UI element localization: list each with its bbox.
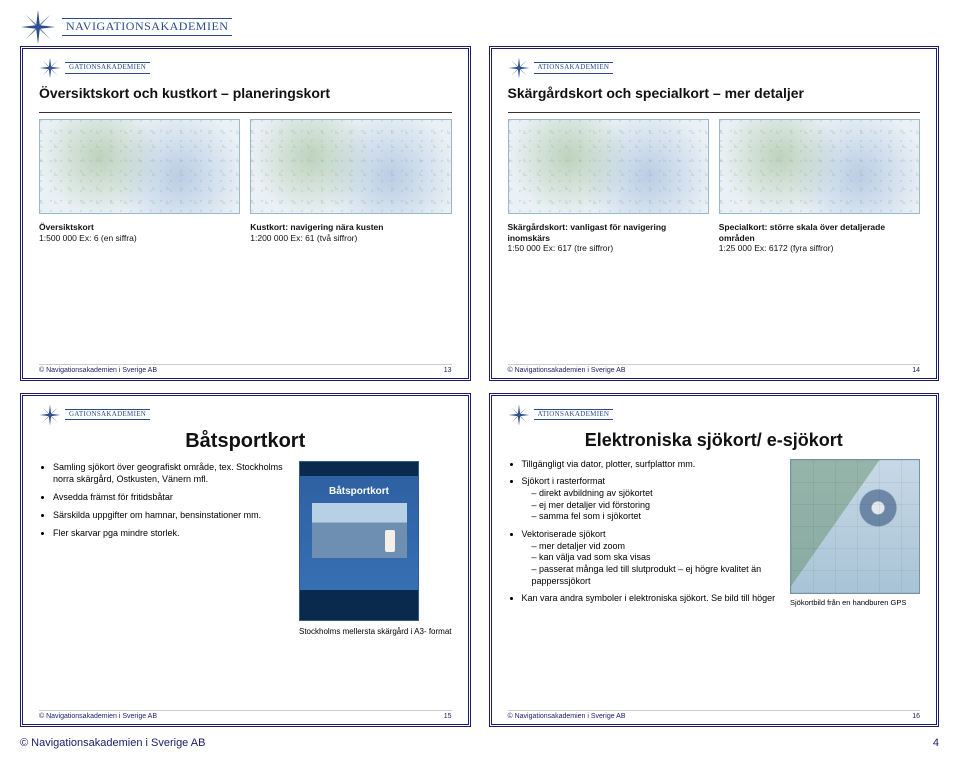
booklet-photo: [312, 503, 407, 558]
map-thumbnail: [508, 119, 709, 214]
compass-icon: [39, 404, 61, 426]
page-footer: © Navigationsakademien i Sverige AB 4: [20, 731, 939, 755]
compass-icon: [20, 9, 56, 45]
slide-14: ATIONSAKADEMIEN Skärgårdskort och specia…: [489, 46, 940, 381]
list-item: Vektoriserade sjökort mer detaljer vid z…: [522, 529, 781, 587]
sub-item: passerat många led till slutprodukt – ej…: [532, 564, 781, 587]
list-item: Avsedda främst för fritidsbåtar: [53, 491, 285, 503]
caption-line: 1:200 000 Ex: 61 (två siffror): [250, 233, 357, 243]
caption-head: Kustkort: navigering nära kusten: [250, 222, 383, 232]
map-caption: Skärgårdskort: vanligast för navigering …: [508, 222, 709, 254]
copyright: © Navigationsakademien i Sverige AB: [508, 713, 626, 720]
slide-16: ATIONSAKADEMIEN Elektroniska sjökort/ e-…: [489, 393, 940, 728]
gps-column: Sjökortbild från en handburen GPS: [790, 459, 920, 721]
booklet-title: Båtsportkort: [329, 486, 389, 497]
caption-line: 1:500 000 Ex: 6 (en siffra): [39, 233, 137, 243]
slide-body: Översiktskort 1:500 000 Ex: 6 (en siffra…: [39, 119, 452, 374]
slide-15: GATIONSAKADEMIEN Båtsportkort Samling sj…: [20, 393, 471, 728]
slide-footer: © Navigationsakademien i Sverige AB 16: [508, 710, 921, 720]
slide-title: Skärgårdskort och specialkort – mer deta…: [508, 85, 921, 101]
slide-body: Skärgårdskort: vanligast för navigering …: [508, 119, 921, 374]
sub-item: direkt avbildning av sjökortet: [532, 488, 781, 500]
slide-number: 16: [912, 713, 920, 720]
slide-title: Översiktskort och kustkort – planeringsk…: [39, 85, 452, 101]
slide-footer: © Navigationsakademien i Sverige AB 15: [39, 710, 452, 720]
slide-number: 15: [444, 713, 452, 720]
sub-item: ej mer detaljer vid förstoring: [532, 500, 781, 512]
slide-footer: © Navigationsakademien i Sverige AB 14: [508, 364, 921, 374]
list-item: Tillgängligt via dator, plotter, surfpla…: [522, 459, 781, 471]
handout-page: NAVIGATIONSAKADEMIEN GATIONSAKADEMIEN Öv…: [0, 0, 959, 761]
page-copyright: © Navigationsakademien i Sverige AB: [20, 737, 205, 749]
slide-logo: ATIONSAKADEMIEN: [508, 57, 921, 79]
slide-logo: ATIONSAKADEMIEN: [508, 404, 921, 426]
gps-screenshot: [790, 459, 920, 594]
slide-13: GATIONSAKADEMIEN Översiktskort och kustk…: [20, 46, 471, 381]
slide-logo: GATIONSAKADEMIEN: [39, 404, 452, 426]
copyright: © Navigationsakademien i Sverige AB: [39, 367, 157, 374]
brand-text: NAVIGATIONSAKADEMIEN: [62, 18, 232, 35]
caption-line: 1:25 000 Ex: 6172 (fyra siffror): [719, 243, 834, 253]
list-item: Kan vara andra symboler i elektroniska s…: [522, 593, 781, 605]
compass-icon: [508, 404, 530, 426]
map-thumbnail: [250, 119, 451, 214]
map-caption: Översiktskort 1:500 000 Ex: 6 (en siffra…: [39, 222, 240, 243]
bullet-list: Tillgängligt via dator, plotter, surfpla…: [508, 459, 781, 721]
slide-title: Elektroniska sjökort/ e-sjökort: [508, 430, 921, 451]
photo-caption: Stockholms mellersta skärgård i A3- form…: [299, 627, 452, 637]
slide-grid: GATIONSAKADEMIEN Översiktskort och kustk…: [20, 46, 939, 727]
brand-text: ATIONSAKADEMIEN: [534, 62, 614, 74]
list-item: Särskilda uppgifter om hamnar, bensinsta…: [53, 509, 285, 521]
list-item: Sjökort i rasterformat direkt avbildning…: [522, 476, 781, 523]
slide-body: Samling sjökort över geografiskt område,…: [39, 461, 452, 721]
booklet-bottomband: [300, 590, 418, 620]
page-logo: NAVIGATIONSAKADEMIEN: [20, 10, 939, 44]
compass-icon: [508, 57, 530, 79]
caption-line: 1:50 000 Ex: 617 (tre siffror): [508, 243, 614, 253]
divider: [39, 112, 452, 113]
sub-item: kan välja vad som ska visas: [532, 552, 781, 564]
booklet-topband: [300, 462, 418, 476]
caption-head: Översiktskort: [39, 222, 94, 232]
slide-number: 14: [912, 367, 920, 374]
compass-icon: [39, 57, 61, 79]
page-number: 4: [933, 737, 939, 749]
slide-title: Båtsportkort: [39, 430, 452, 453]
booklet-column: Båtsportkort Stockholms mellersta skärgå…: [299, 461, 452, 721]
list-item: Fler skarvar pga mindre storlek.: [53, 527, 285, 539]
copyright: © Navigationsakademien i Sverige AB: [508, 367, 626, 374]
sub-item: mer detaljer vid zoom: [532, 541, 781, 553]
slide-number: 13: [444, 367, 452, 374]
brand-text: GATIONSAKADEMIEN: [65, 409, 150, 421]
caption-head: Skärgårdskort: vanligast för navigering …: [508, 222, 667, 243]
map-caption: Specialkort: större skala över detaljera…: [719, 222, 920, 254]
divider: [508, 112, 921, 113]
sub-item: samma fel som i sjökortet: [532, 511, 781, 523]
slide-body: Tillgängligt via dator, plotter, surfpla…: [508, 459, 921, 721]
map-thumbnail: [719, 119, 920, 214]
slide-footer: © Navigationsakademien i Sverige AB 13: [39, 364, 452, 374]
map-thumbnail: [39, 119, 240, 214]
bullet-list: Samling sjökort över geografiskt område,…: [39, 461, 285, 721]
list-item-head: Vektoriserade sjökort: [522, 529, 606, 539]
map-caption: Kustkort: navigering nära kusten 1:200 0…: [250, 222, 451, 243]
slide-logo: GATIONSAKADEMIEN: [39, 57, 452, 79]
booklet-cover: Båtsportkort: [299, 461, 419, 621]
list-item-head: Sjökort i rasterformat: [522, 476, 606, 486]
gps-caption: Sjökortbild från en handburen GPS: [790, 598, 920, 607]
copyright: © Navigationsakademien i Sverige AB: [39, 713, 157, 720]
brand-text: ATIONSAKADEMIEN: [534, 409, 614, 421]
brand-text: GATIONSAKADEMIEN: [65, 62, 150, 74]
list-item: Samling sjökort över geografiskt område,…: [53, 461, 285, 485]
caption-head: Specialkort: större skala över detaljera…: [719, 222, 885, 243]
